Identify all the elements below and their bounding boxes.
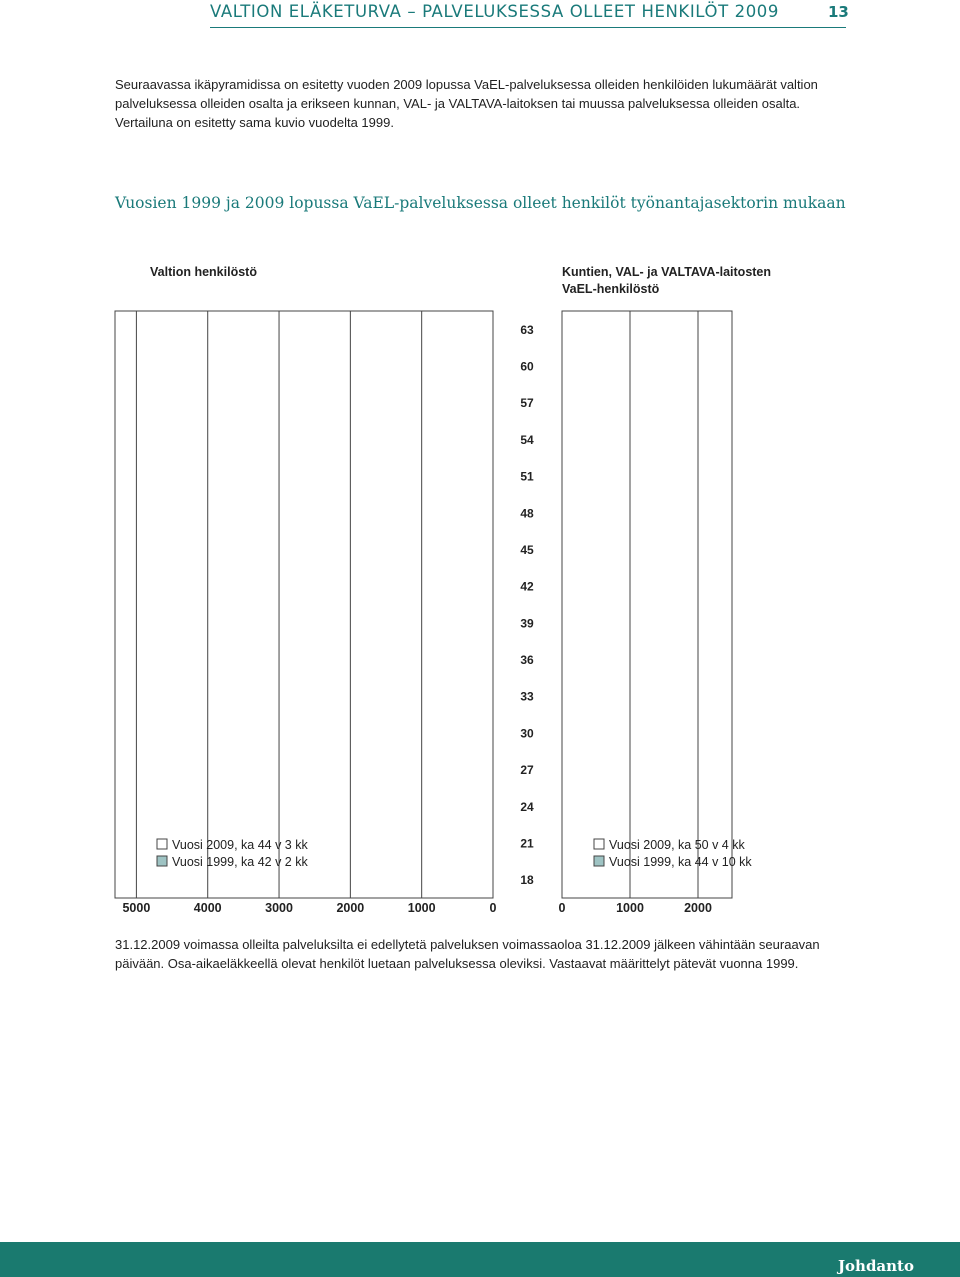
age-tick-label: 30 — [520, 726, 534, 740]
age-tick-label: 24 — [520, 800, 534, 814]
x-tick-label: 4000 — [194, 901, 222, 915]
right-panel-label: Kuntien, VAL- ja VALTAVA-laitosten VaEL-… — [562, 265, 772, 296]
header-divider — [210, 27, 846, 28]
panel-frame — [114, 310, 494, 899]
x-tick-label: 1000 — [408, 901, 436, 915]
legend-swatch — [156, 838, 168, 850]
x-tick-label: 0 — [490, 901, 497, 915]
legend-swatch — [593, 838, 605, 850]
legend-label: Vuosi 1999, ka 42 v 2 kk — [172, 855, 308, 869]
legend-label: Vuosi 2009, ka 44 v 3 kk — [172, 838, 308, 852]
age-tick-label: 39 — [520, 616, 534, 630]
legend-label: Vuosi 1999, ka 44 v 10 kk — [609, 855, 752, 869]
legend-swatch — [156, 855, 168, 867]
age-tick-label: 48 — [520, 506, 534, 520]
age-tick-label: 21 — [520, 836, 534, 850]
footnote-paragraph: 31.12.2009 voimassa olleilta palveluksil… — [115, 937, 820, 971]
left-panel-label: Valtion henkilöstö — [150, 265, 257, 279]
x-tick-label: 0 — [559, 901, 566, 915]
age-tick-label: 18 — [520, 873, 534, 887]
chart-title: Vuosien 1999 ja 2009 lopussa VaEL-palvel… — [115, 194, 846, 212]
footer-section-label: Johdanto — [837, 1257, 914, 1275]
running-header-title: VALTION ELÄKETURVA – PALVELUKSESSA OLLEE… — [210, 2, 780, 21]
age-tick-label: 27 — [520, 763, 534, 777]
age-pyramid-chart: 5000 4000 3000 2000 1000 0 Vuosi 2009, ka 44 v… — [114, 310, 752, 915]
age-tick-label: 54 — [520, 433, 534, 447]
age-tick-label: 63 — [520, 323, 534, 337]
panel-frame — [561, 310, 733, 899]
age-tick-label: 60 — [520, 360, 534, 374]
intro-paragraph: Seuraavassa ikäpyramidissa on esitetty v… — [115, 77, 818, 130]
legend-label: Vuosi 2009, ka 50 v 4 kk — [609, 838, 745, 852]
page-number: 13 — [828, 3, 849, 21]
footer-bar: Johdanto — [0, 1242, 960, 1277]
age-tick-label: 33 — [520, 690, 534, 704]
x-tick-label: 2000 — [336, 901, 364, 915]
age-tick-label: 51 — [520, 470, 534, 484]
x-tick-label: 2000 — [684, 901, 712, 915]
legend-swatch — [593, 855, 605, 867]
x-tick-label: 5000 — [122, 901, 150, 915]
x-tick-label: 1000 — [616, 901, 644, 915]
age-tick-label: 42 — [520, 580, 534, 594]
age-tick-label: 45 — [520, 543, 534, 557]
age-tick-label: 57 — [520, 396, 534, 410]
age-tick-label: 36 — [520, 653, 534, 667]
x-tick-label: 3000 — [265, 901, 293, 915]
